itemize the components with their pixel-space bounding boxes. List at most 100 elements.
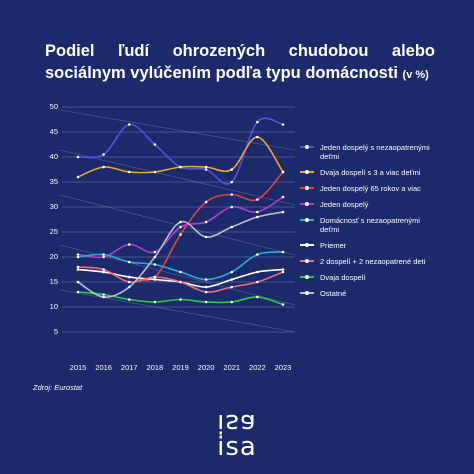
source: Zdroj: Eurostat — [33, 383, 83, 392]
legend-label: Priemer — [320, 241, 347, 250]
point — [76, 253, 80, 256]
point — [204, 200, 208, 204]
legend-label: 2 dospelí + 2 nezaopatrené deti — [320, 257, 426, 266]
legend-item: Ostatné — [300, 289, 430, 298]
point — [76, 280, 80, 284]
point — [76, 175, 80, 179]
chart-title: Podiel ľudí ohrozených chudobou alebo so… — [45, 42, 435, 82]
point — [256, 198, 259, 201]
point — [230, 225, 234, 229]
point — [102, 295, 105, 299]
x-tick-label: 2017 — [121, 363, 138, 372]
point — [204, 235, 208, 239]
point — [153, 143, 157, 146]
point — [204, 300, 208, 304]
y-tick-label: 30 — [50, 202, 58, 211]
series-line — [77, 117, 284, 185]
y-tick-label: 35 — [50, 177, 58, 186]
point — [76, 155, 80, 159]
x-tick-label: 2020 — [198, 363, 215, 372]
legend-dot — [305, 243, 309, 247]
point — [76, 255, 80, 259]
point — [153, 300, 157, 304]
point — [256, 270, 259, 274]
legend-dot — [305, 145, 309, 149]
point — [153, 170, 157, 174]
point — [230, 193, 234, 196]
point — [256, 215, 259, 219]
point — [179, 270, 182, 274]
legend-label: Jeden dospelý 65 rokov a viac — [320, 184, 421, 193]
legend: Jeden dospelý s nezaopatrenými deťmi Dvaj… — [300, 143, 430, 305]
x-tick-label: 2022 — [249, 363, 266, 372]
decor-line — [59, 149, 296, 206]
decoration — [59, 109, 296, 333]
point — [281, 170, 285, 174]
point — [153, 278, 157, 281]
legend-label: Dvaja dospelí s 3 a viac deťmi — [320, 168, 421, 177]
legend-dot — [305, 218, 309, 222]
decor-line — [59, 109, 296, 151]
point — [230, 270, 234, 274]
x-tick-label: 2019 — [172, 363, 189, 372]
legend-label: Dvaja dospelí — [320, 273, 366, 282]
point — [127, 280, 131, 284]
legend-item: Jeden dospelý 65 rokov a viac — [300, 184, 430, 193]
legend-dot — [305, 259, 309, 263]
legend-item: Domácnosť s nezaopatrenými deťmi — [300, 216, 430, 234]
legend-item: Dvaja dospelí — [300, 273, 430, 282]
series-line — [77, 251, 284, 281]
x-tick-label: 2018 — [147, 363, 164, 372]
chart-title-block: Podiel ľudí ohrozených chudobou alebo so… — [45, 40, 435, 86]
point — [179, 225, 182, 229]
point — [204, 290, 208, 294]
point — [76, 290, 80, 294]
chart-subtitle: (v %) — [402, 69, 429, 81]
point — [127, 243, 131, 246]
point — [102, 293, 105, 296]
point — [230, 168, 234, 171]
point — [179, 298, 182, 301]
logo: isa — [217, 432, 257, 462]
point — [230, 180, 234, 184]
legend-label: Domácnosť s nezaopatrenými deťmi — [320, 216, 420, 234]
legend-item: Jeden dospelý — [300, 200, 430, 209]
point — [281, 250, 285, 254]
legend-dot — [305, 291, 309, 295]
point — [102, 165, 105, 169]
point — [153, 275, 157, 279]
point — [179, 220, 182, 224]
point — [256, 280, 259, 284]
point — [230, 285, 234, 289]
legend-label: Ostatné — [320, 289, 347, 298]
x-tick-label: 2015 — [70, 363, 87, 372]
y-tick-label: 15 — [50, 277, 58, 286]
point — [76, 265, 80, 269]
point — [127, 285, 131, 289]
point — [230, 300, 234, 304]
point — [204, 168, 208, 171]
legend-dot — [305, 170, 309, 174]
legend-item: Priemer — [300, 241, 430, 250]
y-tick-label: 5 — [54, 327, 58, 336]
point — [230, 205, 234, 209]
point — [102, 270, 105, 274]
point — [230, 278, 234, 281]
point — [127, 260, 131, 264]
point — [281, 210, 285, 214]
point — [102, 153, 105, 156]
point — [281, 270, 285, 274]
point — [256, 253, 259, 256]
point — [256, 295, 259, 299]
point — [102, 268, 105, 271]
point — [281, 195, 285, 199]
y-tick-label: 40 — [50, 152, 58, 161]
point — [281, 268, 285, 271]
legend-dot — [305, 275, 309, 279]
point — [281, 123, 285, 126]
legend-dot — [305, 202, 309, 206]
y-tick-label: 10 — [50, 302, 58, 311]
x-tick-label: 2016 — [95, 363, 112, 372]
